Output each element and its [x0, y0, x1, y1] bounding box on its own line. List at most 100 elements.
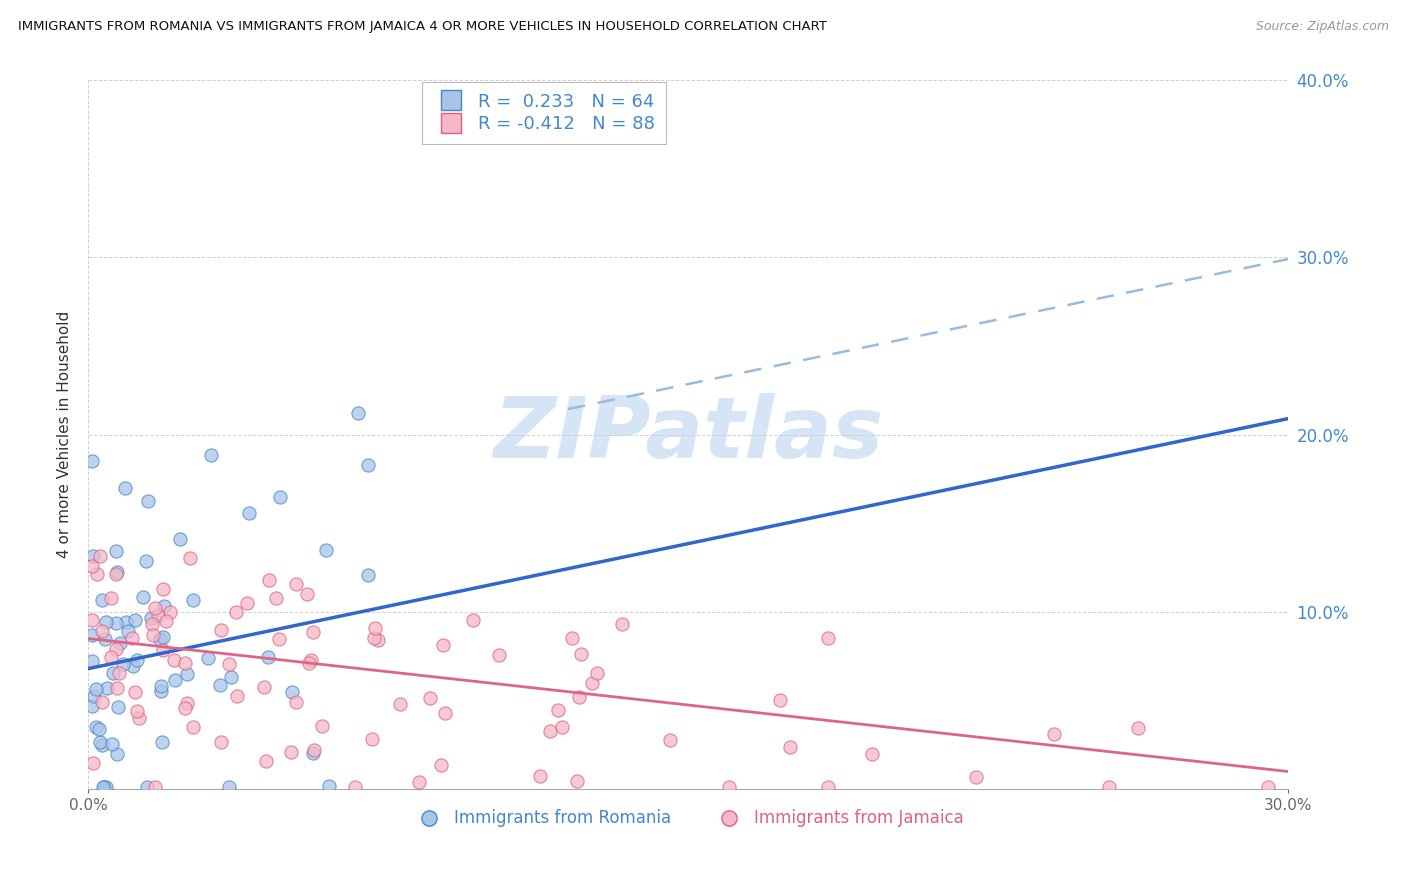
Point — [295, 587, 318, 601]
Point — [100, 650, 122, 665]
Point — [143, 601, 166, 615]
Point — [93, 632, 115, 646]
Point — [298, 657, 321, 671]
Point — [551, 720, 574, 734]
Point — [264, 591, 287, 605]
Point — [169, 532, 191, 546]
Point — [817, 780, 839, 795]
Point — [100, 591, 122, 605]
Point — [82, 454, 104, 468]
Point — [125, 704, 148, 718]
Point — [101, 737, 124, 751]
Point — [105, 642, 128, 657]
Point — [281, 684, 304, 698]
Point — [538, 723, 561, 738]
Point — [152, 630, 174, 644]
Point — [143, 780, 166, 795]
Point — [860, 747, 883, 761]
Point — [433, 706, 456, 721]
Point — [135, 780, 157, 795]
Point — [124, 614, 146, 628]
Point — [269, 491, 291, 505]
Point — [197, 650, 219, 665]
Point — [311, 719, 333, 733]
Point — [285, 577, 308, 591]
Point — [90, 695, 112, 709]
Point — [82, 654, 104, 668]
Point — [547, 703, 569, 717]
Point — [104, 544, 127, 558]
Point — [253, 681, 276, 695]
Point — [218, 780, 240, 795]
Point — [658, 733, 681, 747]
Point — [718, 780, 741, 795]
Point — [153, 599, 176, 614]
Point — [90, 738, 112, 752]
Point — [87, 723, 110, 737]
Point — [135, 554, 157, 568]
Point — [610, 616, 633, 631]
Point — [94, 780, 117, 795]
Point — [209, 623, 232, 637]
Point — [82, 549, 104, 564]
Point — [107, 700, 129, 714]
Point — [432, 638, 454, 652]
Point — [569, 647, 592, 661]
Point — [301, 746, 323, 760]
Point — [218, 657, 240, 672]
Point — [343, 780, 366, 795]
Point — [83, 690, 105, 704]
Point — [174, 701, 197, 715]
Point — [389, 697, 412, 711]
Point — [568, 690, 591, 704]
Point — [150, 679, 173, 693]
Point — [114, 615, 136, 629]
Point — [148, 607, 170, 622]
Point — [117, 624, 139, 638]
Point — [357, 458, 380, 473]
Point — [529, 769, 551, 783]
Point — [360, 732, 382, 747]
Point — [132, 590, 155, 604]
Point — [408, 775, 430, 789]
Point — [82, 613, 104, 627]
Point — [82, 558, 104, 573]
Point — [965, 770, 987, 784]
Point — [86, 566, 108, 581]
Point — [769, 693, 792, 707]
Point — [149, 632, 172, 646]
Point — [225, 689, 247, 703]
Point — [96, 681, 118, 695]
Point — [356, 567, 378, 582]
Point — [1126, 721, 1149, 735]
Point — [108, 636, 131, 650]
Point — [93, 780, 115, 795]
Point — [461, 613, 484, 627]
Point — [90, 593, 112, 607]
Point — [86, 720, 108, 734]
Point — [104, 616, 127, 631]
Point — [91, 780, 114, 795]
Point — [141, 628, 163, 642]
Point — [114, 482, 136, 496]
Point — [219, 670, 242, 684]
Point — [93, 780, 115, 795]
Point — [259, 574, 281, 588]
Point — [176, 666, 198, 681]
Point — [150, 684, 173, 698]
Point — [128, 710, 150, 724]
Point — [488, 648, 510, 663]
Point — [124, 685, 146, 699]
Point — [105, 566, 128, 580]
Point — [108, 665, 131, 680]
Point — [105, 747, 128, 761]
Point — [267, 632, 290, 647]
Point — [1257, 780, 1279, 795]
Point — [299, 653, 322, 667]
Point — [163, 673, 186, 687]
Point — [367, 632, 389, 647]
Point — [1043, 727, 1066, 741]
Point — [183, 593, 205, 607]
Point — [159, 605, 181, 619]
Point — [318, 780, 340, 794]
